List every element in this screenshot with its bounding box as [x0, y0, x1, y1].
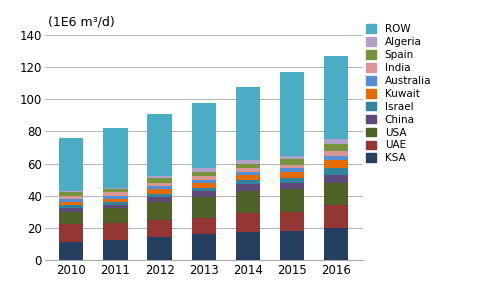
Bar [103, 223, 128, 240]
Bar [103, 205, 128, 208]
Bar [280, 171, 304, 178]
Bar [280, 168, 304, 171]
Bar [148, 178, 172, 183]
Bar [103, 208, 128, 223]
Bar [59, 208, 83, 212]
Bar [148, 219, 172, 237]
Bar [103, 192, 128, 196]
Bar [103, 202, 128, 205]
Bar [59, 138, 83, 191]
Bar [280, 183, 304, 189]
Bar [280, 189, 304, 212]
Bar [148, 197, 172, 202]
Bar [103, 199, 128, 202]
Bar [59, 212, 83, 224]
Bar [148, 202, 172, 219]
Bar [324, 56, 348, 140]
Bar [148, 176, 172, 178]
Bar [59, 196, 83, 199]
Bar [236, 171, 260, 175]
Bar [148, 194, 172, 197]
Bar [148, 114, 172, 176]
Bar [236, 191, 260, 213]
Bar [280, 165, 304, 168]
Bar [103, 196, 128, 199]
Bar [103, 188, 128, 189]
Bar [192, 171, 216, 176]
Bar [192, 176, 216, 180]
Bar [324, 205, 348, 227]
Bar [148, 189, 172, 194]
Bar [103, 240, 128, 260]
Bar [192, 168, 216, 171]
Bar [236, 163, 260, 168]
Bar [192, 180, 216, 183]
Bar [324, 160, 348, 168]
Bar [192, 234, 216, 260]
Bar [59, 242, 83, 260]
Bar [280, 178, 304, 183]
Bar [103, 189, 128, 192]
Bar [192, 103, 216, 168]
Bar [192, 183, 216, 188]
Bar [236, 213, 260, 232]
Bar [148, 237, 172, 260]
Bar [324, 168, 348, 175]
Bar [103, 128, 128, 188]
Bar [236, 87, 260, 160]
Bar [324, 151, 348, 155]
Bar [59, 224, 83, 242]
Bar [236, 180, 260, 184]
Bar [324, 155, 348, 160]
Bar [59, 191, 83, 192]
Bar [192, 197, 216, 218]
Bar [280, 212, 304, 231]
Bar [280, 155, 304, 159]
Legend: ROW, Algeria, Spain, India, Australia, Kuwait, Israel, China, USA, UAE, KSA: ROW, Algeria, Spain, India, Australia, K… [366, 24, 431, 163]
Bar [192, 191, 216, 197]
Bar [280, 72, 304, 155]
Bar [148, 183, 172, 186]
Bar [236, 184, 260, 191]
Bar [324, 175, 348, 183]
Bar [280, 231, 304, 260]
Bar [236, 168, 260, 171]
Bar [148, 186, 172, 189]
Bar [324, 140, 348, 144]
Text: (1E6 m³/d): (1E6 m³/d) [48, 16, 115, 29]
Bar [236, 160, 260, 163]
Bar [324, 183, 348, 205]
Bar [192, 218, 216, 234]
Bar [192, 188, 216, 191]
Bar [324, 227, 348, 260]
Bar [236, 175, 260, 180]
Bar [280, 159, 304, 165]
Bar [236, 232, 260, 260]
Bar [59, 205, 83, 208]
Bar [324, 144, 348, 151]
Bar [59, 199, 83, 202]
Bar [59, 202, 83, 205]
Bar [59, 192, 83, 196]
